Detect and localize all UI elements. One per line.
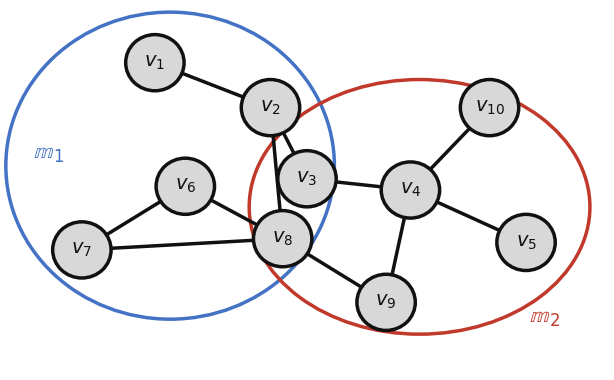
Text: $v_4$: $v_4$ xyxy=(400,181,421,199)
Ellipse shape xyxy=(497,214,555,271)
Ellipse shape xyxy=(126,35,184,91)
Text: $v_7$: $v_7$ xyxy=(71,241,92,259)
Text: $v_5$: $v_5$ xyxy=(516,233,537,252)
Text: $v_{10}$: $v_{10}$ xyxy=(475,98,505,117)
Ellipse shape xyxy=(357,274,415,331)
Text: $v_9$: $v_9$ xyxy=(375,293,397,312)
Ellipse shape xyxy=(53,222,111,278)
Ellipse shape xyxy=(241,79,300,136)
Text: $v_3$: $v_3$ xyxy=(297,169,317,188)
Text: $\mathbb{m}_1$: $\mathbb{m}_1$ xyxy=(33,141,64,165)
Ellipse shape xyxy=(156,158,214,214)
Ellipse shape xyxy=(460,79,519,136)
Text: $v_2$: $v_2$ xyxy=(260,98,281,117)
Ellipse shape xyxy=(254,211,312,267)
Text: $v_6$: $v_6$ xyxy=(174,177,196,195)
Ellipse shape xyxy=(278,151,336,207)
Text: $v_1$: $v_1$ xyxy=(144,54,165,72)
Text: $v_8$: $v_8$ xyxy=(272,230,293,248)
Ellipse shape xyxy=(381,162,440,218)
Text: $\mathbb{m}_2$: $\mathbb{m}_2$ xyxy=(529,305,560,329)
